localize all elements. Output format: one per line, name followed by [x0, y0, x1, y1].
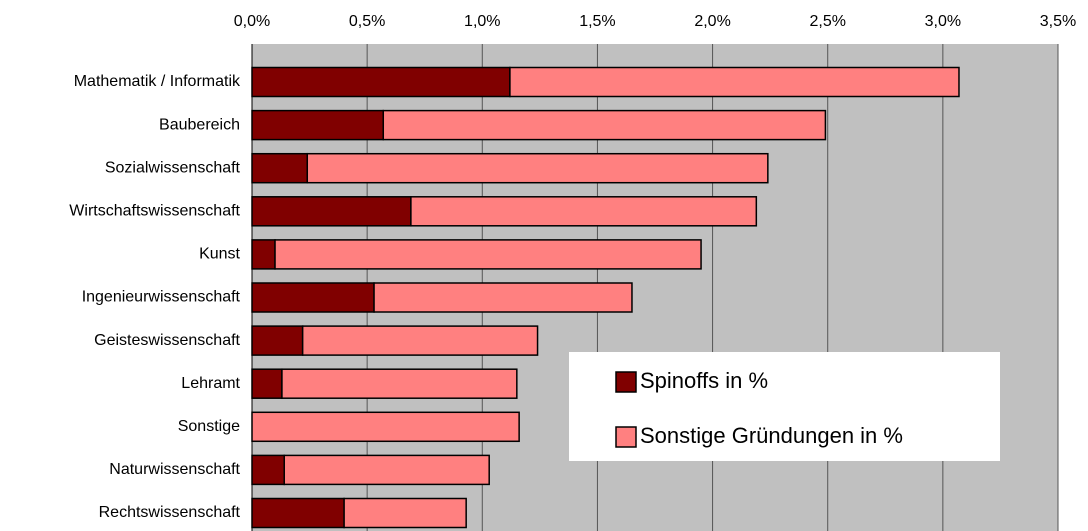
bar-segment — [509, 66, 960, 98]
bar-segment — [251, 196, 412, 227]
legend-swatch — [615, 371, 637, 393]
legend-label: Spinoffs in % — [640, 368, 768, 393]
y-tick-label: Rechtswissenschaft — [99, 504, 241, 521]
y-tick-label: Geisteswissenschaft — [94, 332, 240, 349]
bar-segment — [251, 152, 309, 184]
bar-segment — [251, 282, 375, 313]
bar-segment — [410, 196, 758, 227]
bar-segment — [382, 109, 827, 141]
y-tick-label: Baubereich — [159, 116, 240, 133]
bar-segment — [251, 411, 520, 443]
y-tick-label: Lehramt — [181, 375, 240, 392]
x-tick-label: 3,5% — [1040, 13, 1076, 30]
bar-segment — [251, 497, 345, 529]
x-tick-label: 3,0% — [925, 13, 961, 30]
bar-segment — [373, 282, 633, 313]
bar-segment — [281, 368, 518, 399]
y-tick-label: Sonstige — [178, 418, 240, 435]
y-tick-label: Wirtschaftswissenschaft — [69, 203, 240, 220]
legend-box — [569, 352, 1000, 461]
bar-segment — [251, 109, 385, 141]
bar-segment — [283, 454, 490, 486]
bar-segment — [251, 66, 511, 98]
bar-segment — [343, 497, 467, 529]
y-tick-label: Naturwissenschaft — [109, 461, 240, 478]
x-tick-label: 2,5% — [809, 13, 845, 30]
legend-label: Sonstige Gründungen in % — [640, 423, 903, 448]
bar-segment — [274, 239, 702, 270]
x-tick-label: 2,0% — [694, 13, 730, 30]
bar-segment — [306, 152, 769, 184]
bar-segment — [301, 325, 539, 356]
y-tick-label: Kunst — [199, 246, 240, 263]
x-tick-label: 0,0% — [234, 13, 270, 30]
y-tick-label: Ingenieurwissenschaft — [82, 289, 241, 306]
legend-swatch — [615, 426, 637, 448]
y-tick-label: Sozialwissenschaft — [105, 159, 241, 176]
bar-segment — [251, 239, 276, 270]
x-tick-label: 0,5% — [349, 13, 385, 30]
bar-segment — [251, 454, 285, 486]
x-tick-label: 1,5% — [579, 13, 615, 30]
bar-segment — [251, 368, 283, 399]
x-tick-label: 1,0% — [464, 13, 500, 30]
y-tick-label: Mathematik / Informatik — [74, 73, 241, 90]
bar-segment — [251, 325, 304, 356]
